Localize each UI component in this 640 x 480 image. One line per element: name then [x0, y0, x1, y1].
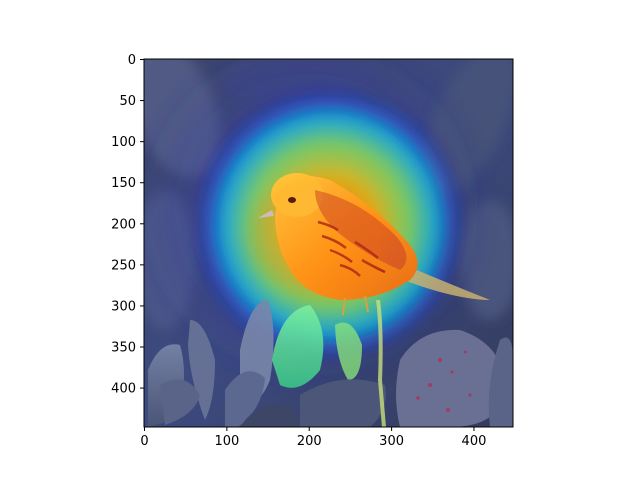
- y-tick-label: 200: [111, 217, 136, 232]
- heatmap-core: [250, 175, 390, 295]
- y-axis: 0 50 100 150 200 250 300 350 400: [111, 53, 144, 397]
- y-tick-label: 100: [111, 135, 136, 150]
- y-tick-label: 350: [111, 341, 136, 356]
- foreground-leaves: [148, 300, 513, 427]
- perch-stem: [376, 299, 386, 427]
- image-plot-area: [144, 59, 513, 427]
- y-tick-label: 0: [128, 53, 136, 68]
- y-tick-label: 400: [111, 382, 136, 397]
- x-tick-label: 400: [462, 434, 487, 449]
- y-tick-label: 50: [119, 94, 136, 109]
- x-tick-label: 0: [140, 434, 148, 449]
- axes-frame: [143, 58, 514, 428]
- y-tick-label: 250: [111, 258, 136, 273]
- x-tick-label: 200: [297, 434, 322, 449]
- x-tick-label: 300: [379, 434, 404, 449]
- x-axis: 0 100 200 300 400: [140, 427, 486, 449]
- x-tick-label: 100: [214, 434, 239, 449]
- y-tick-label: 150: [111, 176, 136, 191]
- leaf-spots: [416, 350, 472, 412]
- y-tick-label: 300: [111, 299, 136, 314]
